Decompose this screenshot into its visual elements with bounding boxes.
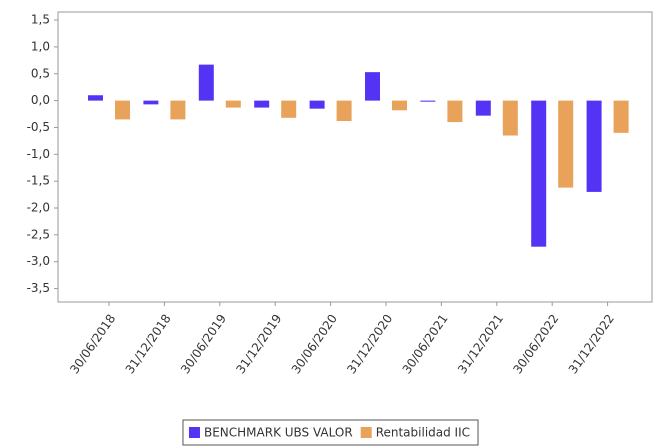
- bar: [531, 100, 547, 247]
- x-tick-label: 30/06/2018: [67, 312, 118, 377]
- bar: [365, 72, 380, 101]
- legend: BENCHMARK UBS VALOR Rentabilidad IIC: [182, 419, 479, 446]
- y-tick-label: 1,0: [31, 39, 50, 53]
- y-tick-label: -2,0: [27, 201, 50, 215]
- y-tick-label: -3,5: [27, 281, 50, 295]
- bar: [281, 100, 297, 118]
- bar: [502, 100, 518, 136]
- x-tick-label: 30/06/2020: [289, 312, 340, 377]
- x-tick-label: 31/12/2021: [455, 312, 506, 377]
- bar: [475, 100, 491, 116]
- legend-swatch: [188, 427, 200, 438]
- y-tick-label: -1,5: [27, 174, 50, 188]
- x-tick-label: 31/12/2020: [344, 312, 395, 377]
- x-tick-label: 31/12/2022: [566, 312, 617, 377]
- y-tick-label: -2,5: [27, 227, 50, 241]
- y-tick-label: 1,5: [31, 13, 50, 27]
- y-tick-label: 0,5: [31, 66, 50, 80]
- bar: [143, 100, 159, 105]
- y-tick-label: 0,0: [31, 93, 50, 107]
- x-tick-label: 30/06/2022: [510, 312, 561, 377]
- bar: [447, 100, 463, 123]
- bar: [392, 100, 407, 111]
- y-tick-label: -0,5: [27, 120, 50, 134]
- legend-label: Rentabilidad IIC: [376, 426, 470, 440]
- legend-swatch: [360, 427, 372, 438]
- x-tick-label: 30/06/2019: [178, 312, 229, 377]
- bar: [254, 100, 270, 108]
- plot-frame: [57, 11, 653, 303]
- x-tick-label: 31/12/2018: [123, 312, 174, 377]
- bar: [336, 100, 352, 122]
- y-tick-label: -3,0: [27, 254, 50, 268]
- bar: [420, 100, 436, 102]
- x-tick-label: 31/12/2019: [233, 312, 284, 377]
- bar: [170, 100, 186, 120]
- bar: [613, 100, 629, 133]
- legend-box: [182, 419, 479, 446]
- bar: [558, 100, 574, 188]
- bar: [225, 100, 241, 108]
- bar: [88, 95, 103, 101]
- bar: [115, 100, 130, 120]
- bar: [198, 64, 214, 101]
- x-tick-label: 30/06/2021: [400, 312, 451, 377]
- y-tick-label: -1,0: [27, 147, 50, 161]
- bar: [586, 100, 602, 192]
- legend-label: BENCHMARK UBS VALOR: [204, 426, 353, 440]
- bar: [309, 100, 325, 109]
